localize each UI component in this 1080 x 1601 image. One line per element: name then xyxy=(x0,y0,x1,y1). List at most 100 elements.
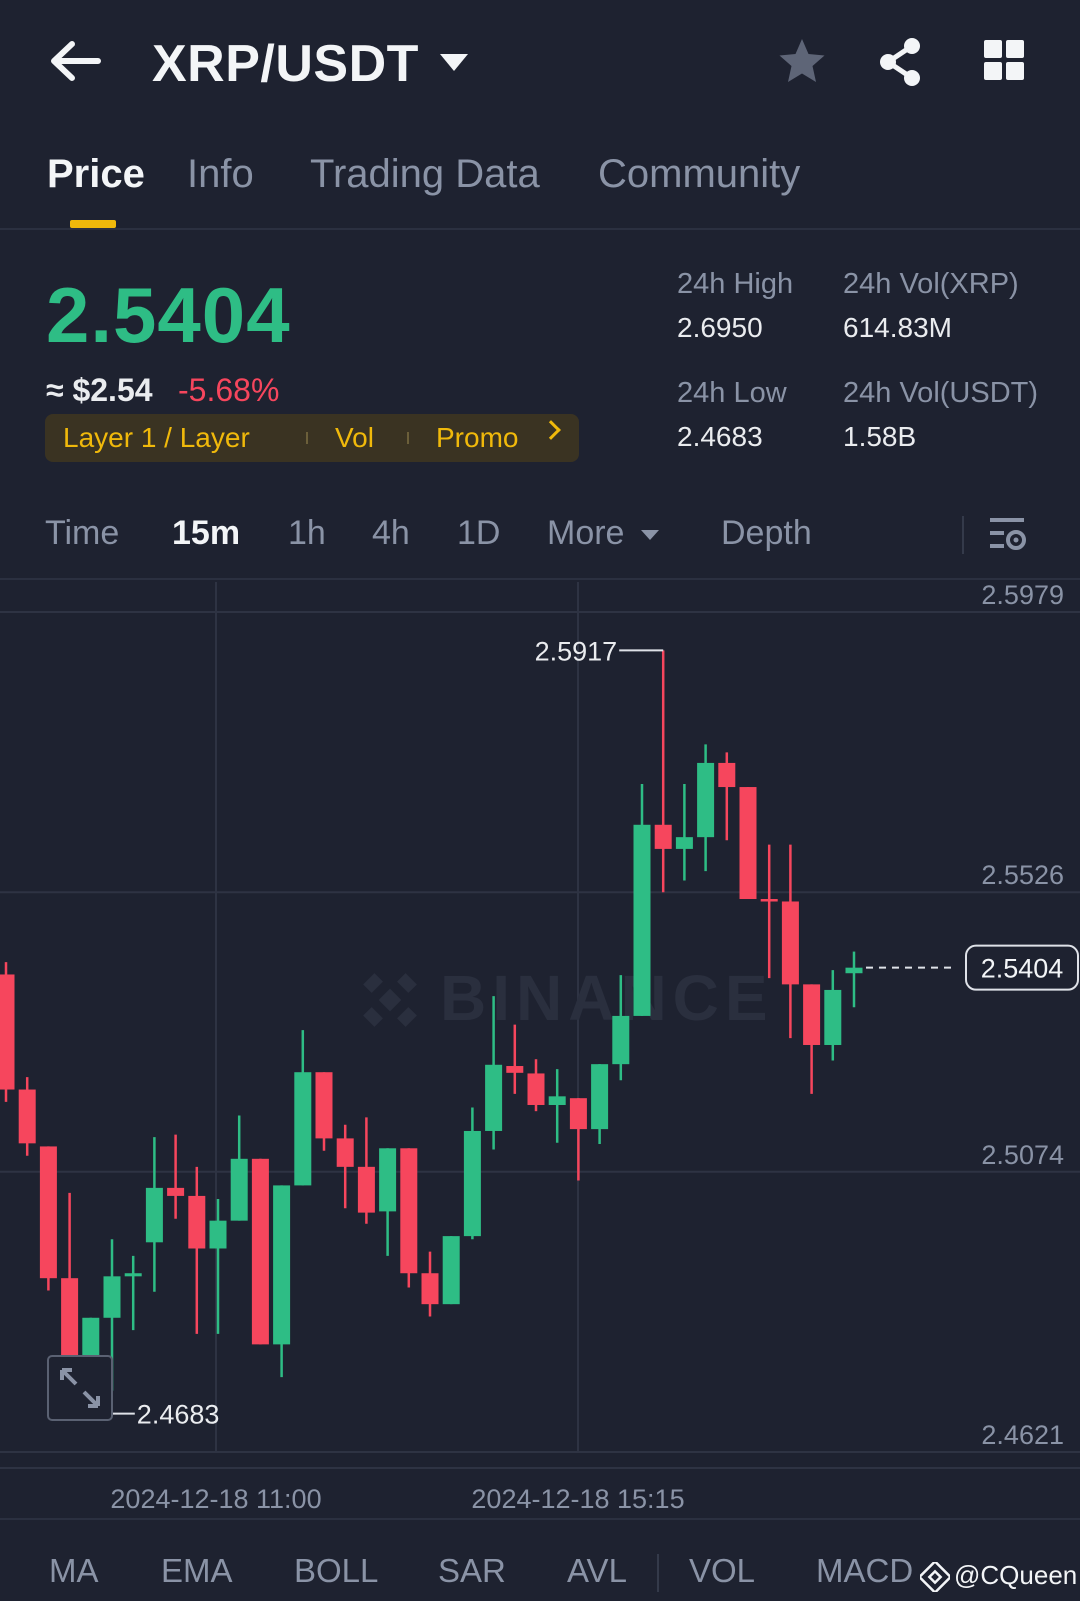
page-tabs: Price Info Trading Data Community xyxy=(0,140,1080,230)
approx-usd-price: ≈ $2.54 xyxy=(46,372,153,408)
candle-body xyxy=(0,974,15,1090)
interval-1h[interactable]: 1h xyxy=(288,514,326,552)
last-price-badge xyxy=(965,944,1079,991)
candle-body xyxy=(506,1066,524,1073)
stat-vol-usdt-label: 24h Vol(USDT) xyxy=(843,377,1039,409)
interval-bar: Time 15m 1h 4h 1D More Depth xyxy=(0,500,1080,580)
tab-info[interactable]: Info xyxy=(187,152,254,196)
candle-body xyxy=(82,1317,100,1363)
candle-body xyxy=(209,1220,227,1249)
active-tab-indicator xyxy=(70,220,116,228)
indicator-macd[interactable]: MACD xyxy=(816,1552,914,1589)
tag-divider xyxy=(407,432,409,444)
candle-body xyxy=(781,901,799,985)
candle-body xyxy=(675,837,693,849)
back-arrow-icon[interactable] xyxy=(48,38,102,84)
grid-menu-icon[interactable] xyxy=(984,40,1026,82)
candle-body xyxy=(124,1273,142,1277)
indicator-ema[interactable]: EMA xyxy=(161,1552,233,1589)
interval-4h[interactable]: 4h xyxy=(372,514,410,552)
min-price-label: 2.4683 xyxy=(137,1400,220,1430)
watermark-text: BINANCE xyxy=(440,962,774,1034)
tag-promo[interactable]: Promo xyxy=(436,422,519,453)
stat-high-value: 2.6950 xyxy=(677,312,763,343)
stat-vol-usdt-value: 1.58B xyxy=(843,421,917,452)
y-tick-label: 2.4621 xyxy=(981,1420,1064,1450)
candle-body xyxy=(591,1064,609,1130)
candle-body xyxy=(654,824,672,849)
x-tick-label: 2024-12-18 11:00 xyxy=(110,1484,321,1514)
candle-body xyxy=(633,824,651,1016)
candle-body xyxy=(803,984,821,1045)
stat-low-label: 24h Low xyxy=(677,377,787,409)
candle-body xyxy=(442,1236,460,1305)
more-caret-icon[interactable] xyxy=(641,530,659,540)
candle-body xyxy=(569,1098,587,1130)
candle-body xyxy=(718,762,736,788)
depth-tab[interactable]: Depth xyxy=(721,514,812,552)
tag-vol[interactable]: Vol xyxy=(335,422,374,453)
candle-body xyxy=(39,1146,57,1279)
indicator-divider xyxy=(657,1554,659,1592)
y-tick-label: 2.5074 xyxy=(981,1140,1064,1170)
indicator-avl[interactable]: AVL xyxy=(567,1552,627,1589)
candle-body xyxy=(485,1064,503,1131)
candle-body xyxy=(379,1148,397,1212)
indicator-boll[interactable]: BOLL xyxy=(294,1552,379,1589)
candle-body xyxy=(230,1158,248,1221)
candle-body xyxy=(273,1185,291,1345)
interval-more[interactable]: More xyxy=(547,514,625,552)
credit-watermark: @CQueen xyxy=(954,1560,1078,1590)
share-icon[interactable] xyxy=(876,36,924,88)
pair-title[interactable]: XRP/USDT xyxy=(152,35,419,93)
candle-body xyxy=(697,762,715,838)
indicator-vol[interactable]: VOL xyxy=(689,1552,756,1589)
candle-body xyxy=(357,1166,375,1213)
tab-trading-data[interactable]: Trading Data xyxy=(310,152,540,196)
candle-body xyxy=(612,1015,630,1065)
stat-vol-xrp-value: 614.83M xyxy=(843,312,952,343)
indicator-ma[interactable]: MA xyxy=(49,1552,99,1589)
price-change-percent: -5.68% xyxy=(178,372,280,408)
candle-body xyxy=(167,1187,185,1196)
candle-body xyxy=(336,1138,354,1167)
expand-chart-button[interactable] xyxy=(47,1355,113,1421)
candle-body xyxy=(251,1158,269,1345)
candle-body xyxy=(824,989,842,1045)
candle-body xyxy=(548,1096,566,1105)
top-header: XRP/USDT xyxy=(0,0,1080,125)
candlestick-chart[interactable]: BINANCE 2.5979 2.5526 2.5074 2.4621 2024-12-… xyxy=(0,582,1080,1522)
tag-bar[interactable]: Layer 1 / Layer Vol Promo xyxy=(45,414,579,462)
chart-settings-icon[interactable] xyxy=(988,514,1028,554)
max-price-label: 2.5917 xyxy=(535,636,618,666)
last-price-badge-text: 2.5404 xyxy=(981,954,1064,984)
interval-divider xyxy=(962,516,964,554)
candle-body xyxy=(739,787,757,900)
candle-body xyxy=(463,1130,481,1237)
tag-divider xyxy=(306,432,308,444)
binance-watermark: BINANCE xyxy=(363,962,774,1034)
tag-layer[interactable]: Layer 1 / Layer xyxy=(63,422,250,453)
stat-vol-xrp-label: 24h Vol(XRP) xyxy=(843,268,1019,300)
dropdown-caret-icon[interactable] xyxy=(440,54,468,71)
candle-body xyxy=(760,899,778,902)
candle-body xyxy=(61,1278,79,1363)
interval-15m[interactable]: 15m xyxy=(172,514,241,552)
interval-1d[interactable]: 1D xyxy=(457,514,501,552)
candle-body xyxy=(421,1273,439,1305)
stat-low-value: 2.4683 xyxy=(677,421,763,452)
tab-community[interactable]: Community xyxy=(598,152,801,196)
candle-body xyxy=(18,1089,36,1144)
indicator-sar[interactable]: SAR xyxy=(438,1552,506,1589)
candle-body xyxy=(188,1195,206,1249)
candle-body xyxy=(845,967,863,974)
candle-body xyxy=(400,1148,418,1274)
star-icon[interactable] xyxy=(776,36,828,88)
x-tick-label: 2024-12-18 15:15 xyxy=(471,1484,684,1514)
candle-body xyxy=(145,1187,163,1243)
y-tick-label: 2.5979 xyxy=(981,582,1064,610)
interval-time[interactable]: Time xyxy=(45,514,120,552)
tab-price[interactable]: Price xyxy=(47,152,145,196)
candle-body xyxy=(527,1073,545,1105)
indicator-bar: MA EMA BOLL SAR AVL VOL MACD xyxy=(0,1518,1080,1601)
